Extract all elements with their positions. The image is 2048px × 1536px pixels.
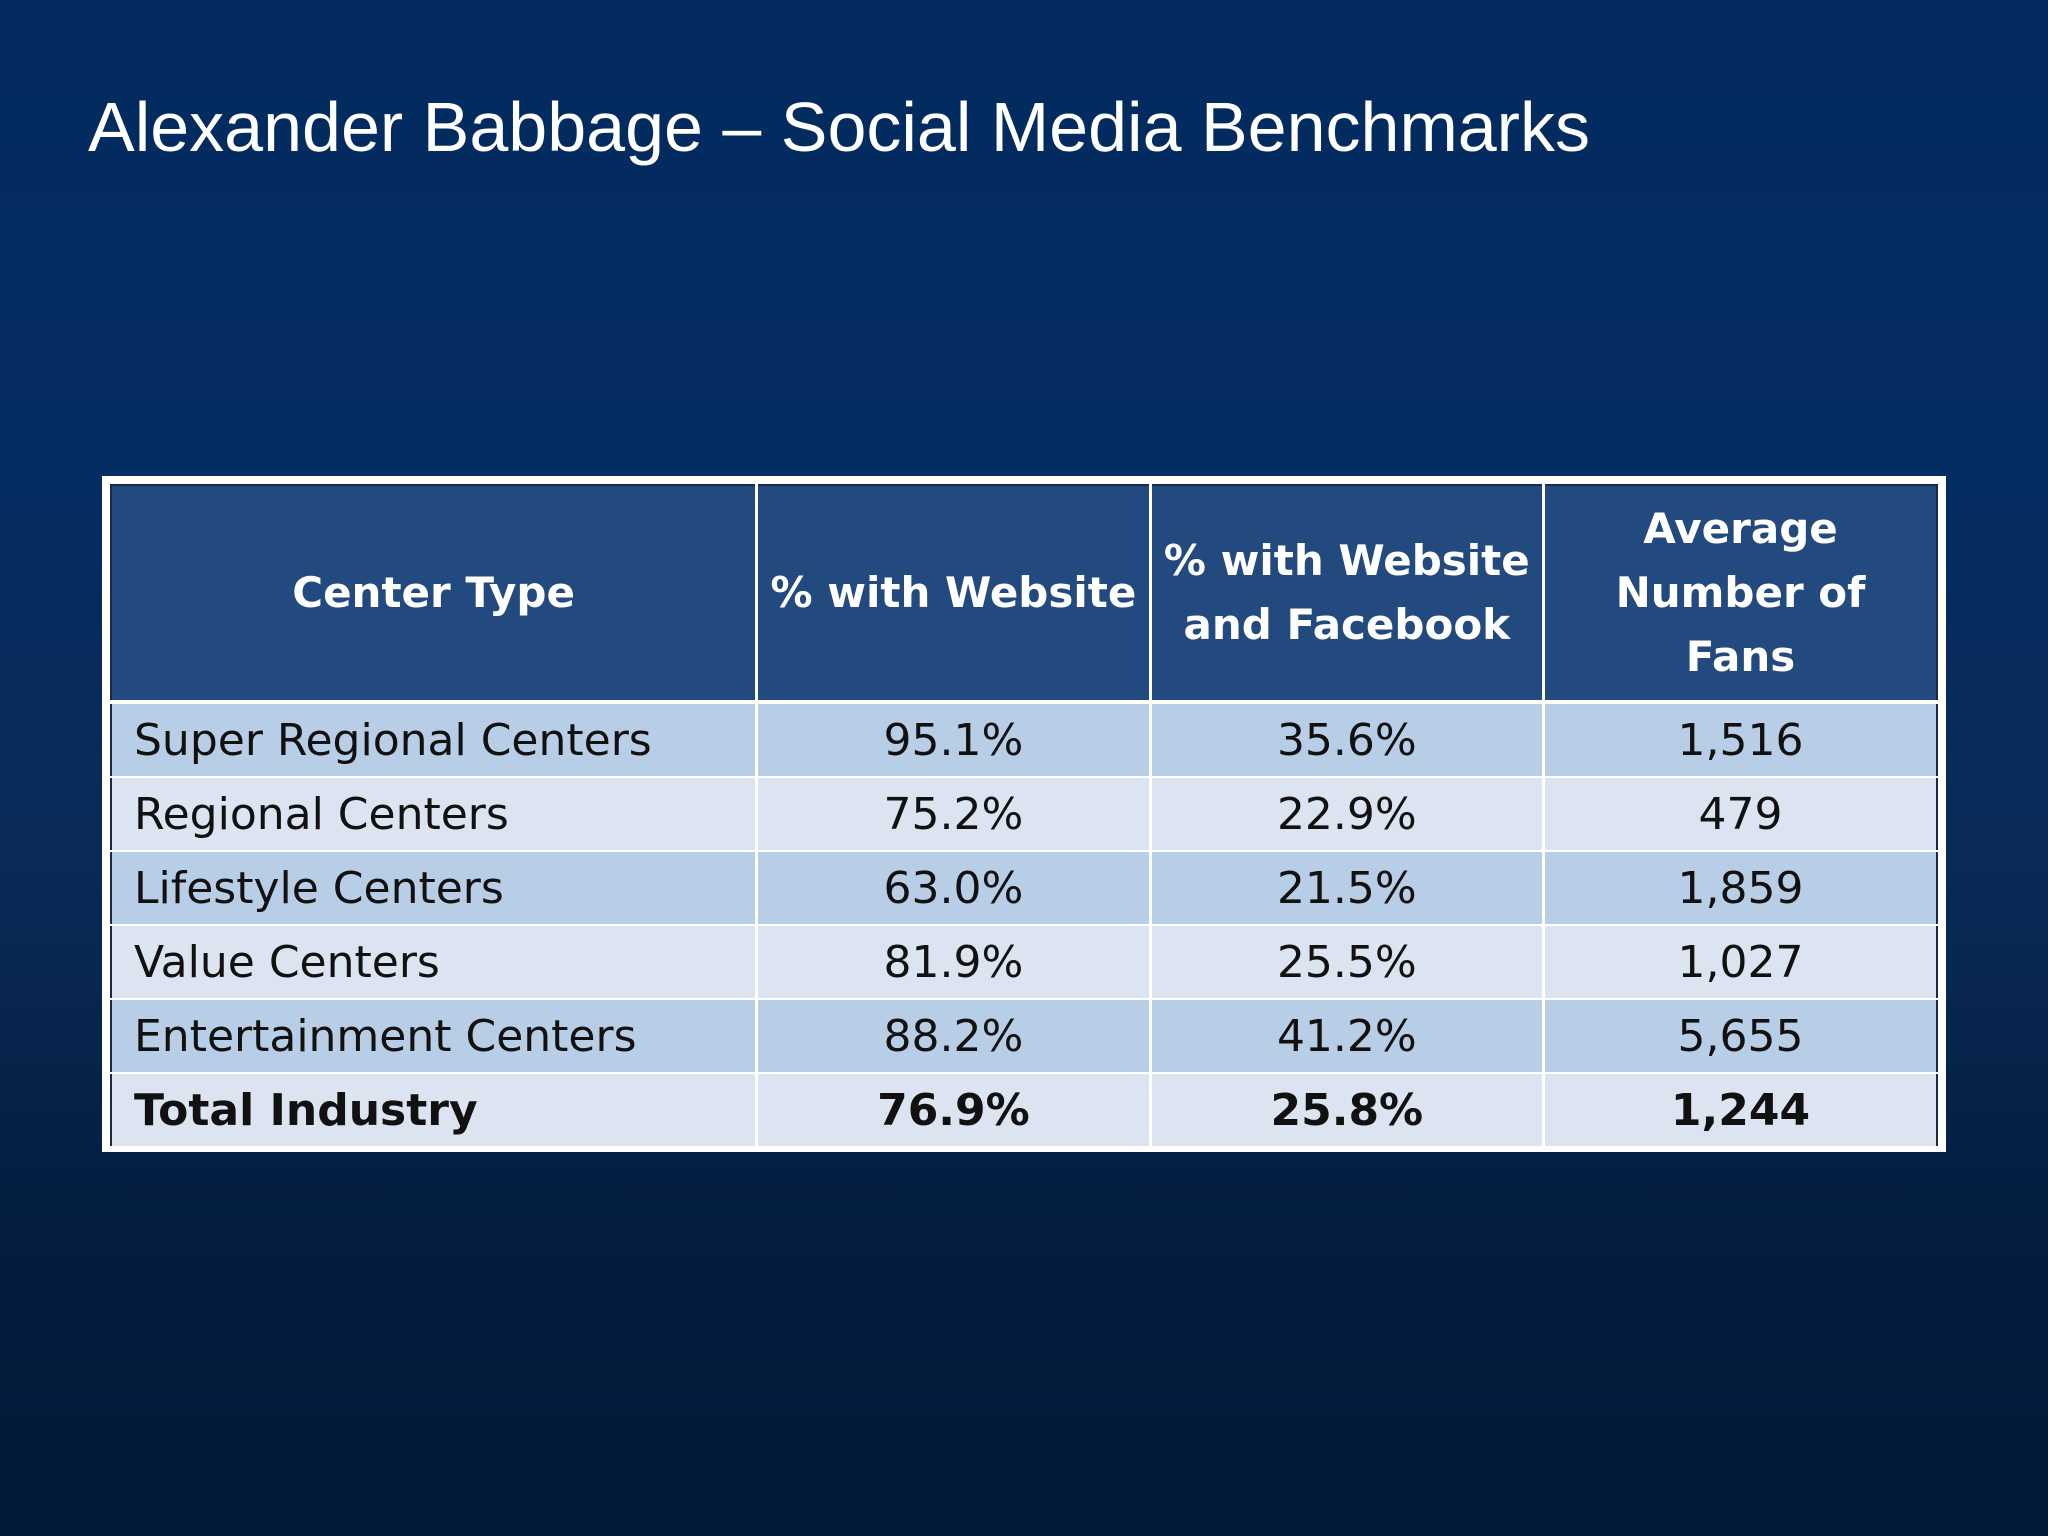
avg-fans-cell: 1,859 [1543,851,1937,926]
pct-website-facebook-cell: 35.6% [1150,702,1546,778]
pct-website-cell: 75.2% [756,777,1152,852]
table-row: Entertainment Centers 88.2% 41.2% 5,655 [111,999,1937,1074]
total-pct-website-cell: 76.9% [756,1073,1152,1148]
slide-title: Alexander Babbage – Social Media Benchma… [88,88,1590,166]
row-label: Value Centers [111,925,759,1000]
table-total-row: Total Industry 76.9% 25.8% 1,244 [111,1073,1937,1148]
table-row: Lifestyle Centers 63.0% 21.5% 1,859 [111,851,1937,926]
header-center-type: Center Type [111,485,759,704]
benchmark-table-frame: Center Type % with Website % with Websit… [102,476,1946,1152]
avg-fans-cell: 5,655 [1543,999,1937,1074]
total-label: Total Industry [111,1073,759,1148]
pct-website-facebook-cell: 41.2% [1150,999,1546,1074]
avg-fans-cell: 1,027 [1543,925,1937,1000]
table-row: Value Centers 81.9% 25.5% 1,027 [111,925,1937,1000]
avg-fans-cell: 1,516 [1543,702,1937,778]
total-avg-fans-cell: 1,244 [1543,1073,1937,1148]
pct-website-facebook-cell: 21.5% [1150,851,1546,926]
total-pct-website-facebook-cell: 25.8% [1150,1073,1546,1148]
row-label: Super Regional Centers [111,702,759,778]
pct-website-facebook-cell: 25.5% [1150,925,1546,1000]
pct-website-cell: 88.2% [756,999,1152,1074]
header-pct-website: % with Website [756,485,1152,704]
row-label: Lifestyle Centers [111,851,759,926]
table-row: Regional Centers 75.2% 22.9% 479 [111,777,1937,852]
table-header-row: Center Type % with Website % with Websit… [111,485,1937,704]
header-pct-website-facebook: % with Website and Facebook [1150,485,1546,704]
row-label: Entertainment Centers [111,999,759,1074]
header-avg-fans: Average Number of Fans [1543,485,1937,704]
avg-fans-cell: 479 [1543,777,1937,852]
table-row: Super Regional Centers 95.1% 35.6% 1,516 [111,702,1937,778]
pct-website-cell: 63.0% [756,851,1152,926]
pct-website-cell: 95.1% [756,702,1152,778]
pct-website-cell: 81.9% [756,925,1152,1000]
pct-website-facebook-cell: 22.9% [1150,777,1546,852]
benchmark-table: Center Type % with Website % with Websit… [110,484,1938,1148]
row-label: Regional Centers [111,777,759,852]
